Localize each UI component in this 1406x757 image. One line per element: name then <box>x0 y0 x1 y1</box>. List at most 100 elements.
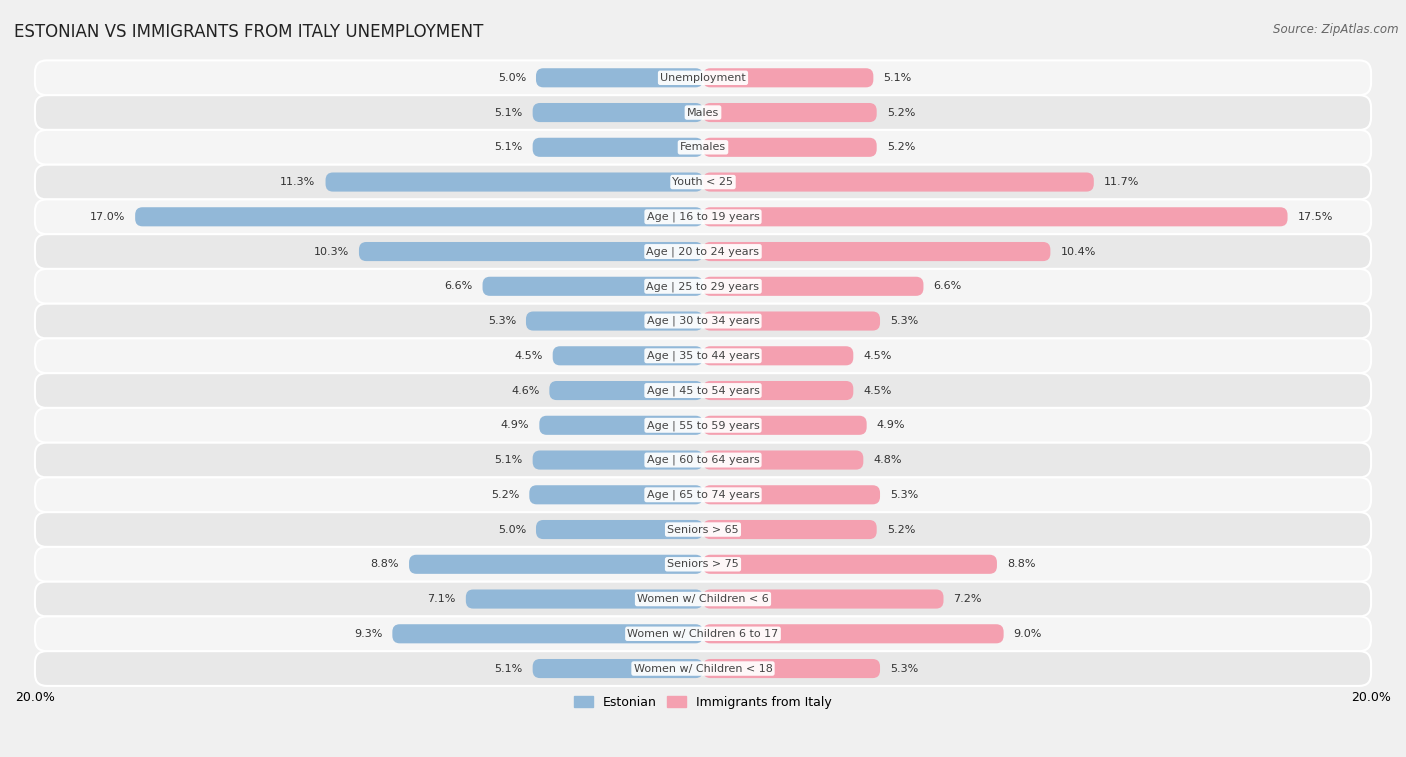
FancyBboxPatch shape <box>703 277 924 296</box>
FancyBboxPatch shape <box>533 450 703 469</box>
Text: Age | 25 to 29 years: Age | 25 to 29 years <box>647 281 759 291</box>
Text: ESTONIAN VS IMMIGRANTS FROM ITALY UNEMPLOYMENT: ESTONIAN VS IMMIGRANTS FROM ITALY UNEMPL… <box>14 23 484 41</box>
Text: 4.6%: 4.6% <box>510 385 540 396</box>
Text: Age | 65 to 74 years: Age | 65 to 74 years <box>647 490 759 500</box>
FancyBboxPatch shape <box>35 130 1371 165</box>
Text: Age | 30 to 34 years: Age | 30 to 34 years <box>647 316 759 326</box>
Text: 5.1%: 5.1% <box>495 664 523 674</box>
Text: Age | 20 to 24 years: Age | 20 to 24 years <box>647 246 759 257</box>
Text: 7.1%: 7.1% <box>427 594 456 604</box>
Text: Females: Females <box>681 142 725 152</box>
FancyBboxPatch shape <box>35 547 1371 581</box>
Text: Women w/ Children 6 to 17: Women w/ Children 6 to 17 <box>627 629 779 639</box>
FancyBboxPatch shape <box>392 625 703 643</box>
Text: Age | 55 to 59 years: Age | 55 to 59 years <box>647 420 759 431</box>
FancyBboxPatch shape <box>35 95 1371 130</box>
FancyBboxPatch shape <box>703 555 997 574</box>
FancyBboxPatch shape <box>703 103 877 122</box>
Text: 5.1%: 5.1% <box>495 455 523 465</box>
FancyBboxPatch shape <box>703 485 880 504</box>
Text: Males: Males <box>688 107 718 117</box>
FancyBboxPatch shape <box>529 485 703 504</box>
FancyBboxPatch shape <box>540 416 703 435</box>
FancyBboxPatch shape <box>35 373 1371 408</box>
Text: 5.2%: 5.2% <box>887 142 915 152</box>
FancyBboxPatch shape <box>703 590 943 609</box>
FancyBboxPatch shape <box>703 207 1288 226</box>
Text: 11.7%: 11.7% <box>1104 177 1139 187</box>
Text: 5.1%: 5.1% <box>883 73 911 83</box>
Text: Age | 60 to 64 years: Age | 60 to 64 years <box>647 455 759 466</box>
Text: Source: ZipAtlas.com: Source: ZipAtlas.com <box>1274 23 1399 36</box>
Text: 5.0%: 5.0% <box>498 525 526 534</box>
Text: 4.5%: 4.5% <box>515 350 543 361</box>
FancyBboxPatch shape <box>35 304 1371 338</box>
Text: 5.3%: 5.3% <box>890 316 918 326</box>
FancyBboxPatch shape <box>35 338 1371 373</box>
FancyBboxPatch shape <box>533 138 703 157</box>
FancyBboxPatch shape <box>703 138 877 157</box>
Text: 5.3%: 5.3% <box>890 490 918 500</box>
FancyBboxPatch shape <box>35 199 1371 234</box>
FancyBboxPatch shape <box>465 590 703 609</box>
FancyBboxPatch shape <box>35 234 1371 269</box>
FancyBboxPatch shape <box>35 512 1371 547</box>
Text: Age | 35 to 44 years: Age | 35 to 44 years <box>647 350 759 361</box>
FancyBboxPatch shape <box>533 659 703 678</box>
FancyBboxPatch shape <box>35 651 1371 686</box>
Text: 5.0%: 5.0% <box>498 73 526 83</box>
Text: 8.8%: 8.8% <box>371 559 399 569</box>
FancyBboxPatch shape <box>526 311 703 331</box>
Text: Age | 45 to 54 years: Age | 45 to 54 years <box>647 385 759 396</box>
FancyBboxPatch shape <box>550 381 703 400</box>
Text: 5.1%: 5.1% <box>495 107 523 117</box>
Text: 5.3%: 5.3% <box>488 316 516 326</box>
FancyBboxPatch shape <box>703 381 853 400</box>
FancyBboxPatch shape <box>533 103 703 122</box>
FancyBboxPatch shape <box>703 173 1094 192</box>
FancyBboxPatch shape <box>35 478 1371 512</box>
Text: Women w/ Children < 18: Women w/ Children < 18 <box>634 664 772 674</box>
Text: 5.3%: 5.3% <box>890 664 918 674</box>
FancyBboxPatch shape <box>35 61 1371 95</box>
Text: 17.5%: 17.5% <box>1298 212 1333 222</box>
FancyBboxPatch shape <box>35 269 1371 304</box>
Text: 8.8%: 8.8% <box>1007 559 1035 569</box>
FancyBboxPatch shape <box>35 581 1371 616</box>
FancyBboxPatch shape <box>35 616 1371 651</box>
FancyBboxPatch shape <box>409 555 703 574</box>
FancyBboxPatch shape <box>703 68 873 87</box>
FancyBboxPatch shape <box>326 173 703 192</box>
Text: 5.1%: 5.1% <box>495 142 523 152</box>
FancyBboxPatch shape <box>703 659 880 678</box>
FancyBboxPatch shape <box>35 443 1371 478</box>
Text: 9.3%: 9.3% <box>354 629 382 639</box>
FancyBboxPatch shape <box>359 242 703 261</box>
Text: 5.2%: 5.2% <box>887 525 915 534</box>
FancyBboxPatch shape <box>703 242 1050 261</box>
Legend: Estonian, Immigrants from Italy: Estonian, Immigrants from Italy <box>569 691 837 714</box>
Text: 4.8%: 4.8% <box>873 455 901 465</box>
Text: Seniors > 65: Seniors > 65 <box>668 525 738 534</box>
FancyBboxPatch shape <box>35 408 1371 443</box>
FancyBboxPatch shape <box>482 277 703 296</box>
Text: 5.2%: 5.2% <box>491 490 519 500</box>
Text: Women w/ Children < 6: Women w/ Children < 6 <box>637 594 769 604</box>
FancyBboxPatch shape <box>536 68 703 87</box>
Text: Age | 16 to 19 years: Age | 16 to 19 years <box>647 211 759 222</box>
Text: 4.5%: 4.5% <box>863 350 891 361</box>
FancyBboxPatch shape <box>35 165 1371 199</box>
FancyBboxPatch shape <box>135 207 703 226</box>
Text: 4.9%: 4.9% <box>501 420 529 430</box>
FancyBboxPatch shape <box>703 416 866 435</box>
Text: 7.2%: 7.2% <box>953 594 981 604</box>
Text: 4.9%: 4.9% <box>877 420 905 430</box>
Text: 9.0%: 9.0% <box>1014 629 1042 639</box>
FancyBboxPatch shape <box>703 450 863 469</box>
Text: 10.4%: 10.4% <box>1060 247 1095 257</box>
Text: Unemployment: Unemployment <box>661 73 745 83</box>
Text: 10.3%: 10.3% <box>314 247 349 257</box>
FancyBboxPatch shape <box>703 520 877 539</box>
FancyBboxPatch shape <box>553 346 703 366</box>
Text: 4.5%: 4.5% <box>863 385 891 396</box>
